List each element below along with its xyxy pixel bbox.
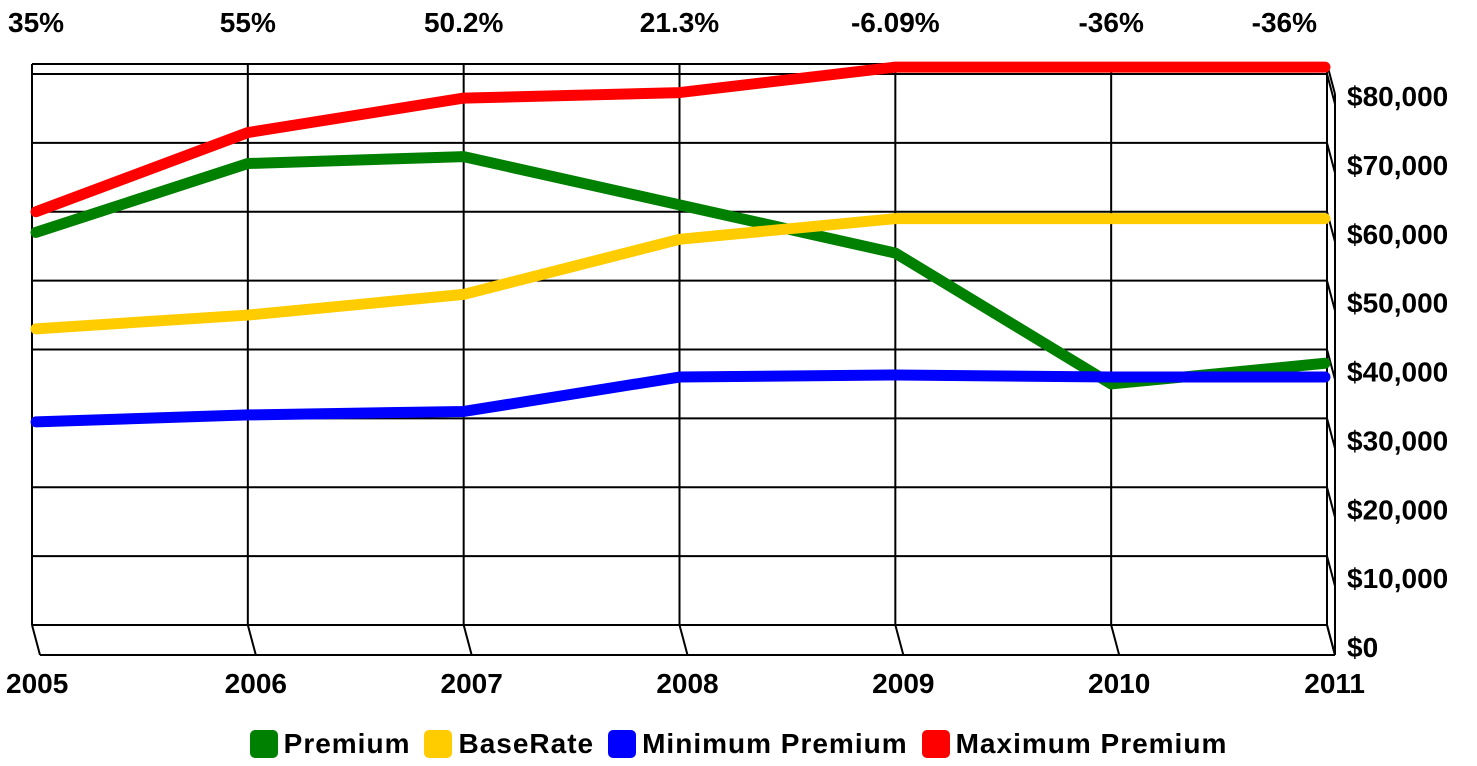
- x-tick-label: 2008: [656, 668, 718, 699]
- x-tick-label: 2009: [872, 668, 934, 699]
- axis-labels: $0 $10,000 $20,000 $30,000 $40,000 $50,000 $60…: [6, 7, 1448, 699]
- top-percentage-label: -6.09%: [851, 7, 940, 38]
- x-tick-label: 2005: [6, 668, 68, 699]
- legend-swatch-baserate: [424, 730, 453, 758]
- y-tick-label: $10,000: [1347, 563, 1448, 594]
- gridline-depth: [1326, 73, 1336, 105]
- gridline-depth: [1326, 555, 1336, 587]
- gridline-depth: [1326, 418, 1336, 449]
- top-percentage-label: 35%: [8, 7, 64, 38]
- x-tick-label: 2007: [441, 668, 503, 699]
- top-percentage-label: 50.2%: [424, 7, 503, 38]
- series-lines: [30, 61, 1331, 428]
- series-line-premium: [30, 151, 1331, 390]
- y-tick-label: $70,000: [1347, 150, 1448, 181]
- x-tick-label: 2010: [1088, 668, 1150, 699]
- top-percentage-label: -36%: [1078, 7, 1143, 38]
- legend-item-minimum-premium: Minimum Premium: [608, 728, 907, 760]
- top-percentage-label: 21.3%: [640, 7, 719, 38]
- y-tick-label: $20,000: [1347, 494, 1448, 525]
- legend-item-baserate: BaseRate: [424, 728, 594, 760]
- series-line-minimum-premium: [30, 369, 1331, 428]
- gridline-depth: [1326, 280, 1336, 311]
- y-tick-label: $50,000: [1347, 288, 1448, 319]
- legend-label-baserate: BaseRate: [458, 728, 595, 759]
- top-percentage-label: -36%: [1252, 7, 1317, 38]
- chart: $0 $10,000 $20,000 $30,000 $40,000 $50,000 $60…: [6, 7, 1448, 699]
- y-tick-label: $80,000: [1347, 81, 1448, 112]
- gridline-depth: [1326, 142, 1336, 174]
- gridline-depth: [1326, 349, 1336, 380]
- y-tick-label: $0: [1347, 632, 1378, 663]
- gridline-depth: [1326, 486, 1336, 518]
- floor-depth-line: [462, 624, 473, 656]
- y-tick-label: $30,000: [1347, 425, 1448, 456]
- series-line-maximum-premium: [30, 61, 1331, 218]
- floor-depth-line: [1326, 624, 1336, 656]
- floor-depth-line: [894, 624, 905, 656]
- floor-depth-line: [678, 624, 689, 656]
- floor-depth-line: [1110, 624, 1121, 656]
- legend-swatch-minimum-premium: [608, 730, 637, 758]
- grid: [31, 63, 1336, 656]
- x-tick-label: 2011: [1304, 668, 1365, 699]
- series-line-baserate: [30, 213, 1331, 335]
- legend-swatch-maximum-premium: [921, 730, 950, 758]
- legend-label-minimum-premium: Minimum Premium: [642, 728, 908, 759]
- floor-depth-line: [246, 624, 257, 656]
- legend-item-maximum-premium: Maximum Premium: [921, 728, 1228, 760]
- y-tick-label: $60,000: [1347, 219, 1448, 250]
- y-tick-label: $40,000: [1347, 357, 1448, 388]
- top-percentage-label: 55%: [220, 7, 276, 38]
- floor-depth-line: [31, 624, 41, 656]
- x-tick-label: 2006: [225, 668, 287, 699]
- legend-item-premium: Premium: [249, 728, 411, 760]
- legend-swatch-premium: [249, 730, 278, 758]
- legend: Premium BaseRate Minimum Premium Maximum…: [0, 728, 1477, 760]
- legend-label-premium: Premium: [283, 728, 411, 759]
- legend-label-maximum-premium: Maximum Premium: [955, 728, 1228, 759]
